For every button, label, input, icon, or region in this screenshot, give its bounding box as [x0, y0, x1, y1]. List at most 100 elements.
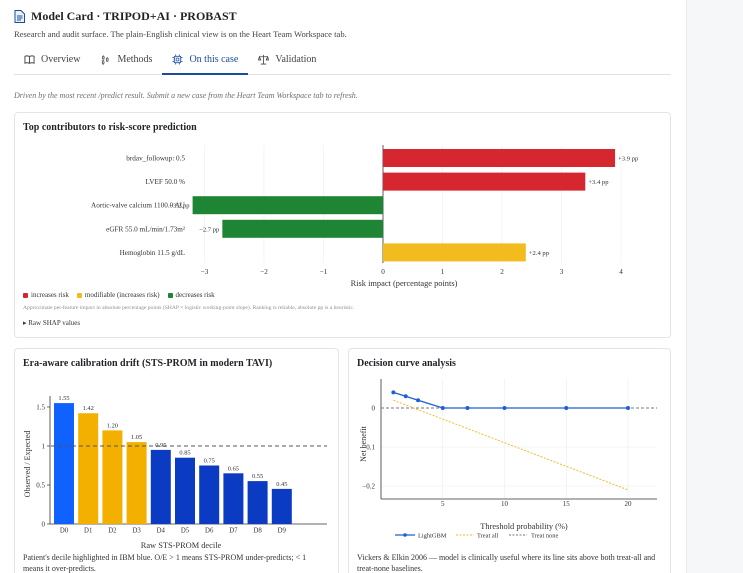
calibration-chart: Observed / Expected Raw STS-PROM decile … [23, 395, 327, 550]
y-tick-label: −0.1 [362, 444, 375, 452]
legend-modifiable-label: modifiable (increases risk) [84, 291, 160, 299]
approximation-note: Approximate per-feature impact in absolu… [23, 305, 355, 311]
decile-bar [175, 457, 195, 524]
contributors-chart: Risk impact (percentage points) −3 −2 −1 0 1… [91, 145, 639, 288]
decile-value-label: 1.20 [107, 422, 118, 429]
decile-tick-label: D5 [181, 528, 190, 535]
treat-all-line [393, 399, 629, 491]
x-tick-label: 0 [381, 268, 385, 276]
decile-bar [199, 465, 220, 524]
scale-icon [258, 54, 270, 65]
x-tick-label: 5 [441, 500, 445, 508]
disclosure-triangle-icon: ▸ [23, 319, 29, 327]
dca-legend: LightGBM Treat all Treat none [395, 533, 558, 540]
decile-tick-label: D4 [157, 528, 166, 535]
decile-value-label: 0.45 [276, 481, 287, 488]
raw-shap-toggle[interactable]: ▸ Raw SHAP values [23, 319, 80, 327]
decile-bar [126, 442, 147, 524]
legend-treat-all-label: Treat all [477, 533, 498, 540]
x-tick-label: −1 [320, 268, 328, 276]
value-label: +3.4 pp [588, 179, 609, 186]
x-tick-label: 4 [619, 268, 623, 276]
x-tick-label: 1 [441, 268, 445, 276]
tab-bar: Overview Methods On this case Validation [14, 45, 671, 75]
model-card-page: Model Card · TRIPOD+AI · PROBAST Researc… [14, 8, 674, 573]
chip-icon [172, 53, 183, 65]
lightgbm-point [391, 390, 396, 395]
legend-increases: increases risk [23, 291, 69, 299]
lightgbm-point [465, 406, 470, 410]
y-tick-label: 0 [42, 521, 46, 529]
lightgbm-point [416, 398, 421, 403]
x-tick-label: 15 [563, 500, 571, 508]
steps-icon [102, 55, 110, 65]
lightgbm-line [393, 391, 628, 409]
decile-value-label: 0.55 [252, 473, 263, 480]
dca-card: Decision curve analysis Net benefit Thre… [348, 348, 671, 573]
x-tick-label: 3 [560, 268, 564, 276]
scrollbar-gutter[interactable] [686, 0, 743, 573]
tab-overview[interactable]: Overview [14, 45, 90, 74]
legend-lightgbm-label: LightGBM [418, 533, 447, 540]
contributors-legend: increases risk modifiable (increases ris… [23, 291, 215, 299]
decile-bar [223, 473, 244, 524]
page-title: Model Card · TRIPOD+AI · PROBAST [31, 8, 237, 23]
decile-tick-label: D3 [132, 528, 141, 535]
decile-value-label: 0.85 [179, 450, 190, 457]
decile-value-label: 0.65 [228, 465, 239, 472]
dca-y-axis-label: Net benefit [359, 425, 368, 462]
decile-tick-label: D8 [253, 528, 262, 535]
legend-increases-label: increases risk [31, 291, 69, 299]
decile-bar [78, 413, 99, 524]
feature-label: eGFR 55.0 mL/min/1.73m² [106, 225, 185, 233]
dca-x-axis-label: Threshold probability (%) [480, 522, 568, 531]
dca-caption: Vickers & Elkin 2006 — model is clinical… [357, 553, 656, 573]
document-icon [14, 9, 25, 23]
value-label: +3.9 pp [618, 156, 639, 163]
tab-validation[interactable]: Validation [248, 45, 326, 74]
y-tick-label: 1.5 [36, 404, 45, 412]
x-tick-label: 10 [501, 500, 509, 508]
legend-lightgbm-marker [403, 533, 407, 537]
lightgbm-point [502, 406, 507, 410]
raw-shap-label: Raw SHAP values [28, 319, 81, 327]
value-label: −3.2 pp [169, 203, 190, 210]
lightgbm-point [564, 406, 569, 410]
decile-tick-label: D1 [84, 528, 92, 535]
calibration-y-axis-label: Observed / Expected [23, 431, 32, 498]
page-subtitle: Research and audit surface. The plain-En… [14, 29, 347, 39]
decile-value-label: 0.95 [155, 442, 166, 449]
lightgbm-point [403, 394, 408, 399]
increases-swatch [23, 292, 28, 298]
decile-value-label: 1.55 [58, 395, 69, 402]
decreases-swatch [167, 292, 173, 298]
tab-methods[interactable]: Methods [90, 45, 162, 74]
tab-on-this-case[interactable]: On this case [162, 45, 249, 75]
contribution-bar [222, 219, 383, 238]
decile-bar [271, 488, 292, 524]
decile-bar [102, 430, 123, 524]
decile-tick-label: D0 [60, 528, 69, 535]
decile-tick-label: D2 [108, 528, 117, 535]
feature-label: Aortic-valve calcium 1100.0 AU [91, 202, 186, 210]
value-label: −2.7 pp [199, 226, 220, 233]
decile-tick-label: D9 [278, 528, 287, 535]
calibration-title: Era-aware calibration drift (STS-PROM in… [23, 358, 273, 369]
x-tick-label: −3 [201, 268, 209, 276]
y-tick-label: 0 [372, 405, 376, 413]
decile-value-label: 1.42 [83, 405, 94, 412]
decile-tick-label: D6 [205, 528, 214, 535]
decile-value-label: 1.05 [131, 434, 142, 441]
modifiable-swatch [76, 292, 82, 298]
book-icon [24, 55, 35, 64]
x-tick-label: 20 [625, 500, 633, 508]
page-header: Model Card · TRIPOD+AI · PROBAST Researc… [14, 8, 674, 40]
value-label: +2.4 pp [529, 250, 550, 257]
feature-label: brdav_followup: 0.5 [126, 155, 185, 163]
decile-bar [150, 449, 171, 524]
feature-label: LVEF 50.0 % [146, 178, 185, 186]
decile-value-label: 0.75 [204, 458, 215, 465]
dca-title: Decision curve analysis [357, 358, 456, 369]
tab-on-this-case-label: On this case [189, 53, 239, 65]
feature-label: Hemoglobin 11.5 g/dL [120, 249, 185, 257]
